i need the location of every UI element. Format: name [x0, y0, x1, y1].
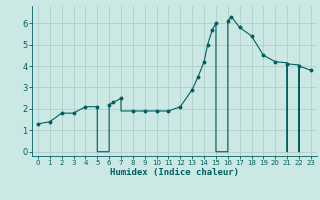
- X-axis label: Humidex (Indice chaleur): Humidex (Indice chaleur): [110, 168, 239, 177]
